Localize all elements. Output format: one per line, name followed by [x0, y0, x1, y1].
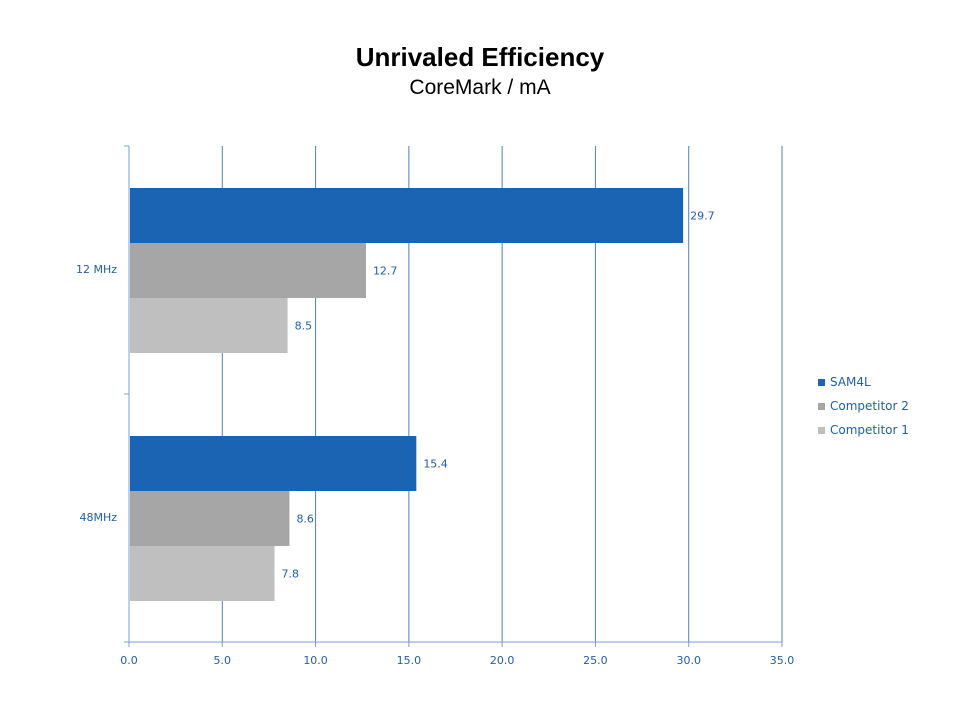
legend-item: Competitor 2	[818, 394, 909, 418]
legend-item: Competitor 1	[818, 418, 909, 442]
legend-swatch	[818, 402, 825, 410]
x-tick-label: 35.0	[770, 654, 795, 667]
bar-sam4l	[130, 188, 684, 243]
legend-label: Competitor 2	[830, 399, 909, 413]
data-label: 29.7	[690, 210, 715, 223]
axes	[124, 145, 783, 647]
data-label: 12.7	[373, 265, 398, 278]
bar-competitor-1	[130, 298, 288, 353]
data-label: 15.4	[423, 458, 448, 471]
x-tick-label: 20.0	[490, 654, 515, 667]
bar-competitor-2	[130, 491, 290, 546]
x-tick-label: 30.0	[676, 654, 701, 667]
data-label: 8.6	[296, 513, 314, 526]
category-label: 12 MHz	[76, 263, 117, 276]
bar-sam4l	[130, 436, 417, 491]
legend-swatch	[818, 426, 825, 434]
data-label: 8.5	[295, 320, 313, 333]
legend-item: SAM4L	[818, 370, 909, 394]
x-tick-label: 5.0	[214, 654, 232, 667]
x-tick-label: 10.0	[303, 654, 328, 667]
bar-competitor-1	[130, 546, 275, 601]
labels: 0.0 5.0 10.0 15.0 20.0 25.0 30.0 35.0 29.7 12.7 8.…	[76, 210, 794, 668]
x-tick-label: 15.0	[397, 654, 422, 667]
x-tick-label: 0.0	[120, 654, 138, 667]
legend-swatch	[818, 378, 825, 386]
x-tick-label: 25.0	[583, 654, 608, 667]
legend: SAM4L Competitor 2 Competitor 1	[818, 370, 909, 442]
data-label: 7.8	[282, 568, 300, 581]
chart-subtitle: CoreMark / mA	[409, 76, 551, 99]
legend-label: SAM4L	[830, 375, 871, 389]
bars	[130, 188, 684, 601]
chart-title: Unrivaled Efficiency	[355, 42, 605, 72]
bar-competitor-2	[130, 243, 366, 298]
legend-label: Competitor 1	[830, 423, 909, 437]
category-label: 48MHz	[79, 511, 117, 524]
